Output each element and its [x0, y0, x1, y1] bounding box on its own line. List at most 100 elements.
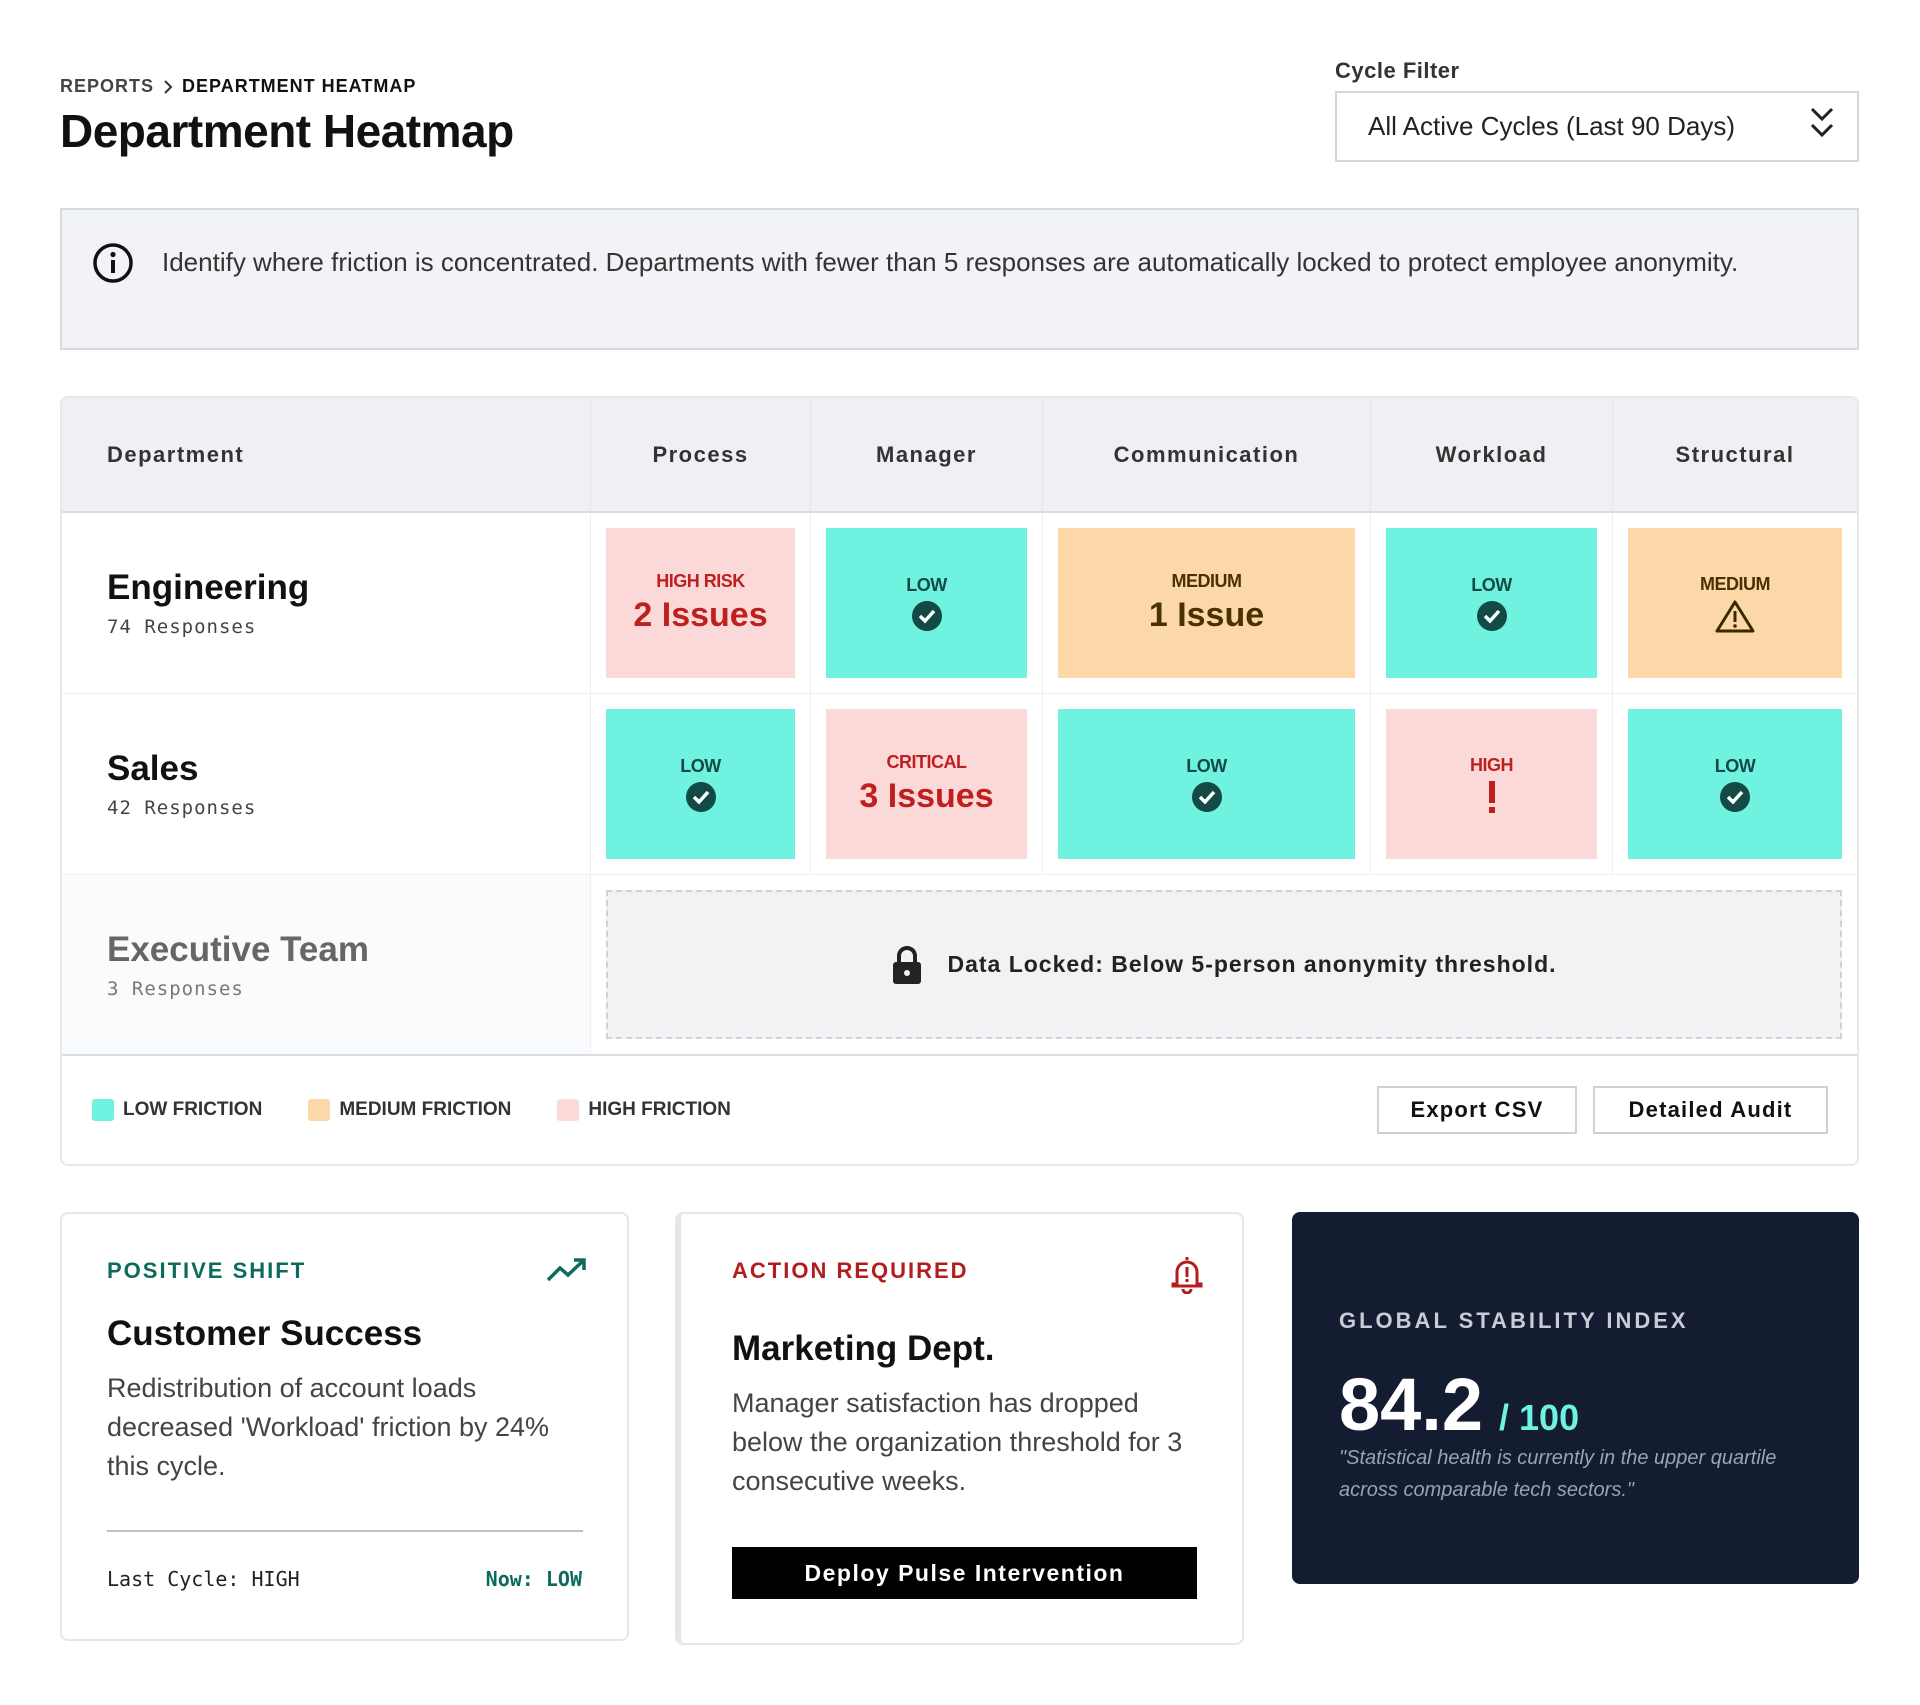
heat-box[interactable]: LOW: [1386, 528, 1597, 678]
issue-count: 1 Issue: [1148, 596, 1265, 634]
heat-box[interactable]: MEDIUM: [1628, 528, 1842, 678]
heat-box[interactable]: CRITICAL 3 Issues: [826, 709, 1027, 859]
notice-text: Identify where friction is concentrated.…: [162, 247, 1739, 277]
info-icon: [93, 243, 133, 283]
score-value: 84.2: [1339, 1363, 1484, 1446]
card-title: Marketing Dept.: [732, 1329, 995, 1368]
column-header: Department: [62, 398, 591, 513]
column-header: Process: [591, 398, 811, 513]
department-cell: Sales 42 Responses: [62, 694, 591, 875]
friction-level: MEDIUM: [1700, 573, 1771, 594]
legend-item: LOW FRICTION: [92, 1099, 262, 1121]
heat-cell: LOW: [1371, 513, 1613, 694]
response-count: 42 Responses: [107, 797, 257, 819]
legend-swatch: [557, 1099, 580, 1121]
friction-level: LOW: [1186, 755, 1227, 776]
heat-box[interactable]: MEDIUM 1 Issue: [1058, 528, 1355, 678]
icon-shape: [93, 243, 133, 283]
check-shape: [692, 790, 709, 805]
icon-shape: [1488, 780, 1495, 803]
column-header: Communication: [1043, 398, 1371, 513]
breadcrumb-current: DEPARTMENT HEATMAP: [182, 76, 417, 96]
friction-level: LOW: [906, 574, 947, 595]
response-count: 3 Responses: [107, 977, 244, 1000]
legend-swatch: [308, 1099, 331, 1121]
stability-score: 84.2 / 100: [1339, 1362, 1579, 1447]
icon-shape: [897, 945, 918, 962]
friction-level: LOW: [1714, 755, 1756, 776]
check-shape: [911, 600, 942, 631]
heat-box[interactable]: LOW: [1628, 709, 1842, 859]
bell-icon: [1171, 1257, 1203, 1294]
check-shape: [918, 609, 935, 624]
icon-shape: [1488, 806, 1495, 813]
check-shape: [1726, 790, 1744, 805]
dropdown-chevron: [1810, 107, 1834, 138]
legend-swatch: [92, 1099, 114, 1121]
column-header: Manager: [811, 398, 1043, 513]
lock-icon: [893, 945, 922, 984]
check-icon: [1191, 781, 1222, 812]
heat-cell: LOW: [811, 513, 1043, 694]
check-icon: [911, 600, 942, 631]
legend-item: MEDIUM FRICTION: [308, 1099, 511, 1121]
heat-box[interactable]: LOW: [1058, 709, 1355, 859]
now-status: Now: LOW: [485, 1567, 582, 1591]
department-name: Executive Team: [107, 929, 369, 969]
trend-icon: [546, 1258, 586, 1282]
friction-level: HIGH: [1470, 754, 1514, 775]
check-shape: [1476, 600, 1507, 631]
divider: [107, 1530, 583, 1532]
check-shape: [1198, 790, 1215, 805]
heat-box[interactable]: HIGH RISK 2 Issues: [606, 528, 795, 678]
last-cycle: Last Cycle: HIGH: [107, 1567, 300, 1591]
heat-cell: HIGH RISK 2 Issues: [591, 513, 811, 694]
icon-shape: [1185, 1278, 1189, 1283]
department-name: Sales: [107, 749, 199, 788]
check-icon: [1476, 600, 1507, 631]
heat-cell: MEDIUM 1 Issue: [1043, 513, 1371, 694]
check-icon: [1720, 781, 1750, 812]
column-header: Workload: [1371, 398, 1613, 513]
heat-cell: LOW: [1613, 694, 1857, 875]
export-csv-button[interactable]: Export CSV: [1377, 1086, 1577, 1134]
breadcrumb: REPORTS DEPARTMENT HEATMAP: [60, 76, 416, 97]
legend-label: HIGH FRICTION: [588, 1099, 731, 1120]
check-shape: [685, 781, 716, 812]
icon-shape: [110, 251, 116, 258]
legend: LOW FRICTION MEDIUM FRICTION HIGH FRICTI…: [60, 1054, 1859, 1166]
filter-label: Cycle Filter: [1335, 58, 1460, 83]
stability-quote: "Statistical health is currently in the …: [1339, 1447, 1777, 1501]
icon-shape: [164, 79, 173, 94]
stability-card: GLOBAL STABILITY INDEX 84.2 / 100 "Stati…: [1292, 1212, 1859, 1584]
friction-level: LOW: [1471, 574, 1512, 595]
heat-box[interactable]: HIGH: [1386, 709, 1597, 859]
detailed-audit-button[interactable]: Detailed Audit: [1593, 1086, 1828, 1134]
icon-shape: [1733, 623, 1737, 628]
score-scale: / 100: [1499, 1397, 1580, 1438]
card-body: Manager satisfaction has dropped below t…: [732, 1388, 1183, 1496]
locked-cell: Data Locked: Below 5-person anonymity th…: [591, 875, 1857, 1056]
heat-box[interactable]: LOW: [606, 709, 795, 859]
heat-cell: LOW: [591, 694, 811, 875]
icon-shape: [546, 1258, 586, 1282]
cycle-filter-select[interactable]: All Active Cycles (Last 90 Days): [1335, 91, 1859, 162]
breadcrumb-parent[interactable]: REPORTS: [60, 76, 155, 96]
icon-shape: [1715, 600, 1755, 632]
check-icon: [685, 781, 716, 812]
info-notice: Identify where friction is concentrated.…: [60, 208, 1859, 350]
locked-box: Data Locked: Below 5-person anonymity th…: [606, 890, 1842, 1039]
icon-shape: [111, 260, 115, 273]
legend-label: LOW FRICTION: [123, 1099, 263, 1120]
icon-shape: [1733, 610, 1737, 622]
deploy-button[interactable]: Deploy Pulse Intervention: [732, 1547, 1197, 1599]
breadcrumb-separator: [164, 79, 173, 94]
card-title: Customer Success: [107, 1314, 423, 1353]
legend-item: HIGH FRICTION: [557, 1099, 731, 1121]
heat-cell: LOW: [1043, 694, 1371, 875]
heat-box[interactable]: LOW: [826, 528, 1027, 678]
check-shape: [1191, 781, 1222, 812]
friction-level: HIGH RISK: [656, 571, 745, 591]
